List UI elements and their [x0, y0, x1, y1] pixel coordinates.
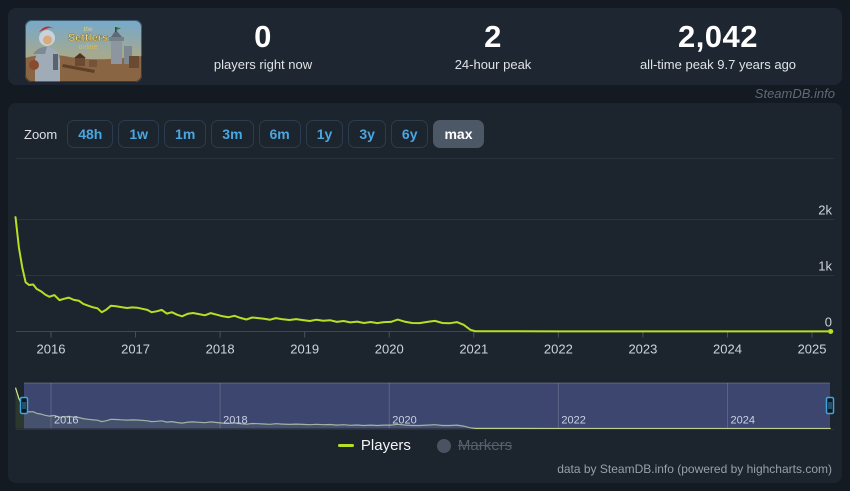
y-tick-label: 0: [825, 315, 832, 330]
navigator-year-label: 2018: [223, 415, 247, 427]
players-now-value: 0: [254, 19, 272, 54]
zoom-range-3y[interactable]: 3y: [348, 120, 386, 148]
navigator-selected-range[interactable]: [24, 383, 830, 429]
zoom-range-3m[interactable]: 3m: [211, 120, 254, 148]
navigator-year-label: 2022: [561, 415, 585, 427]
zoom-range-48h[interactable]: 48h: [67, 120, 114, 148]
markers-legend-label: Markers: [457, 437, 513, 454]
legend-item-markers[interactable]: Markers: [436, 437, 513, 454]
chart-legend: Players Markers: [8, 437, 842, 454]
stat-24h-peak: 2 24-hour peak: [408, 19, 578, 73]
zoom-range-1y[interactable]: 1y: [305, 120, 344, 148]
x-tick-label: 2021: [459, 342, 488, 357]
zoom-range-6y[interactable]: 6y: [390, 120, 429, 148]
y-tick-label: 2k: [818, 203, 832, 218]
zoom-range-1m[interactable]: 1m: [164, 120, 207, 148]
steamdb-watermark: SteamDB.info: [754, 86, 835, 101]
x-tick-label: 2020: [375, 342, 404, 357]
peak-24h-value: 2: [484, 19, 502, 54]
capsule-houses: [74, 53, 97, 67]
x-tick-label: 2025: [798, 342, 827, 357]
capsule-bridge: [62, 64, 95, 73]
chart-card: Zoom 48h 1w 1m 3m 6m 1y 3y 6y max 2k 1k 0 2…: [8, 103, 842, 483]
x-axis: 2016 2017 2018 2019 2020 2021 2022 2023 2024 2025: [37, 331, 827, 357]
x-tick-label: 2018: [206, 342, 235, 357]
navigator-series-line: [14, 387, 831, 430]
navigator-year-label: 2024: [730, 415, 754, 427]
svg-text:Settlers: Settlers: [68, 32, 108, 44]
x-tick-label: 2019: [290, 342, 319, 357]
toolbar-separator: [16, 158, 834, 159]
zoom-range-1w[interactable]: 1w: [118, 120, 160, 148]
x-tick-label: 2017: [121, 342, 150, 357]
x-tick-label: 2024: [713, 342, 742, 357]
zoom-label: Zoom: [24, 126, 58, 142]
x-tick-label: 2022: [544, 342, 573, 357]
zoom-range-max[interactable]: max: [433, 120, 484, 148]
zoom-range-6m[interactable]: 6m: [258, 120, 301, 148]
navigator-year-label: 2020: [392, 415, 416, 427]
stat-players-now: 0 players right now: [173, 19, 353, 73]
capsule-knight: [29, 26, 60, 82]
svg-text:online: online: [79, 44, 98, 51]
capsule-border: [25, 20, 142, 82]
svg-text:the: the: [83, 26, 92, 33]
game-capsule-image[interactable]: the Settlers online: [25, 20, 142, 82]
navigator-right-handle[interactable]: [825, 396, 835, 415]
legend-item-players[interactable]: Players: [337, 437, 411, 454]
players-series-icon: [337, 444, 354, 447]
markers-series-icon: [436, 438, 451, 453]
players-now-label: players right now: [213, 57, 313, 72]
players-legend-label: Players: [360, 437, 411, 454]
x-tick-label: 2016: [37, 342, 66, 357]
series-end-marker: [828, 328, 834, 334]
zoom-range-toolbar: Zoom 48h 1w 1m 3m 6m 1y 3y 6y max: [24, 120, 489, 148]
y-gridlines: 2k 1k 0: [16, 203, 834, 332]
peak-24h-label: 24-hour peak: [454, 57, 532, 72]
navigator[interactable]: 2016 2018 2020 2022 2024: [14, 382, 835, 430]
capsule-title: the Settlers online: [68, 26, 109, 51]
alltime-peak-value: 2,042: [677, 19, 759, 54]
header-card: the Settlers online 0 players right now …: [8, 8, 842, 85]
x-tick-label: 2023: [628, 342, 657, 357]
players-series-line[interactable]: [14, 216, 832, 333]
players-chart[interactable]: 2k 1k 0 2016 2017 2018 2019 2020 2021 2022 2023 202…: [8, 103, 842, 483]
capsule-castle: [109, 27, 139, 68]
alltime-peak-label: all-time peak 9.7 years ago: [639, 57, 797, 72]
y-tick-label: 1k: [818, 259, 832, 274]
stat-alltime-peak: 2,042 all-time peak 9.7 years ago: [593, 19, 843, 73]
navigator-left-handle[interactable]: [19, 396, 29, 415]
chart-credits-link[interactable]: data by SteamDB.info (powered by highcha…: [557, 462, 832, 476]
navigator-year-label: 2016: [54, 415, 78, 427]
